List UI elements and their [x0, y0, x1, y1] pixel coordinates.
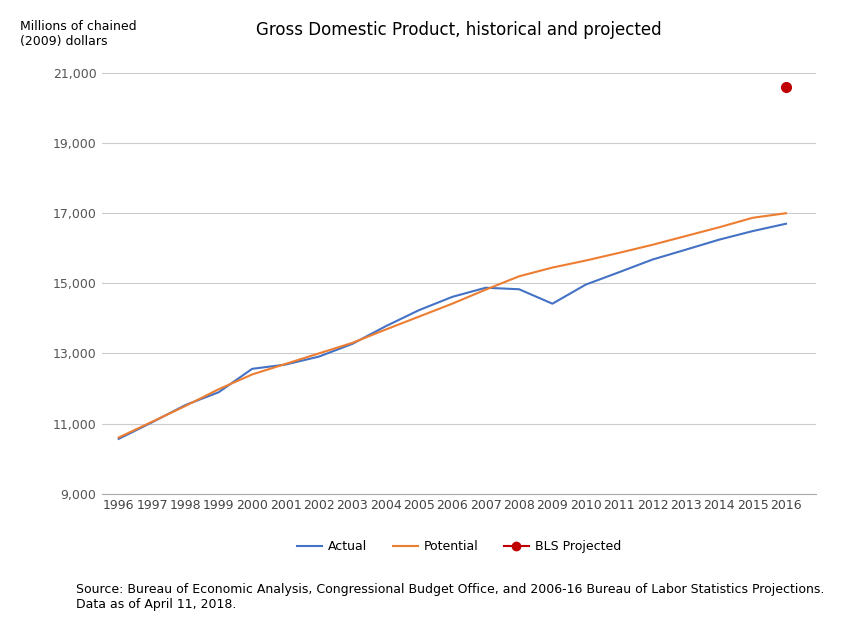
Actual: [547, 300, 558, 307]
Potential: [514, 273, 524, 280]
Potential: [114, 434, 124, 441]
Potential: [414, 313, 424, 320]
Legend: Actual, Potential, BLS Projected: Actual, Potential, BLS Projected: [292, 535, 626, 558]
Potential: [714, 223, 724, 231]
Actual: [614, 268, 624, 276]
Potential: [547, 264, 558, 271]
Potential: [314, 350, 324, 357]
Potential: [347, 339, 357, 347]
Actual: [514, 286, 524, 293]
Potential: [180, 402, 190, 410]
Potential: [614, 249, 624, 257]
Line: Potential: Potential: [119, 213, 786, 437]
Potential: [280, 360, 291, 368]
Actual: [213, 389, 224, 396]
Potential: [247, 371, 258, 378]
Potential: [781, 210, 791, 217]
Actual: [414, 307, 424, 314]
Potential: [213, 386, 224, 393]
Title: Gross Domestic Product, historical and projected: Gross Domestic Product, historical and p…: [256, 21, 662, 39]
Actual: [447, 293, 457, 300]
Potential: [147, 418, 157, 426]
Potential: [447, 300, 457, 307]
Potential: [480, 286, 490, 293]
Actual: [581, 281, 591, 288]
Potential: [747, 214, 757, 222]
Actual: [648, 256, 658, 263]
Line: Actual: Actual: [119, 224, 786, 439]
Actual: [347, 340, 357, 347]
Actual: [381, 323, 391, 330]
Actual: [280, 361, 291, 368]
Actual: [114, 435, 124, 442]
Actual: [247, 365, 258, 373]
Potential: [648, 241, 658, 249]
Actual: [314, 353, 324, 360]
Text: Source: Bureau of Economic Analysis, Congressional Budget Office, and 2006-16 Bu: Source: Bureau of Economic Analysis, Con…: [76, 583, 824, 611]
Text: Millions of chained
(2009) dollars: Millions of chained (2009) dollars: [20, 20, 137, 49]
Potential: [581, 257, 591, 264]
Potential: [681, 233, 691, 240]
Actual: [681, 246, 691, 254]
Actual: [147, 418, 157, 426]
Actual: [714, 236, 724, 243]
Potential: [381, 326, 391, 333]
Actual: [480, 284, 490, 291]
Actual: [781, 220, 791, 228]
Actual: [180, 402, 190, 409]
Actual: [747, 228, 757, 235]
